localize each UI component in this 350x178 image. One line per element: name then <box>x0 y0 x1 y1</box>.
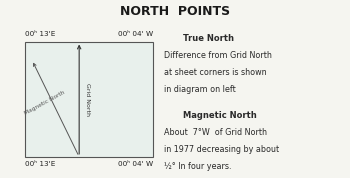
Text: Grid North: Grid North <box>85 83 90 116</box>
FancyBboxPatch shape <box>26 42 153 157</box>
Text: in diagram on left: in diagram on left <box>164 85 236 94</box>
Text: at sheet corners is shown: at sheet corners is shown <box>164 68 267 77</box>
Text: True North: True North <box>183 34 234 43</box>
Text: About  7°W  of Grid North: About 7°W of Grid North <box>164 127 267 137</box>
Text: in 1977 decreasing by about: in 1977 decreasing by about <box>164 145 280 153</box>
Text: 00ʰ 13'E: 00ʰ 13'E <box>26 161 56 167</box>
Text: Magnetic North: Magnetic North <box>183 111 257 120</box>
Text: Difference from Grid North: Difference from Grid North <box>164 51 272 60</box>
Text: 00ʰ 13'E: 00ʰ 13'E <box>26 31 56 37</box>
Text: Magnetic North: Magnetic North <box>24 90 66 116</box>
Text: NORTH  POINTS: NORTH POINTS <box>120 5 230 18</box>
Text: ½° In four years.: ½° In four years. <box>164 161 232 171</box>
Text: 00ʰ 04' W: 00ʰ 04' W <box>118 31 153 37</box>
Text: 00ʰ 04' W: 00ʰ 04' W <box>118 161 153 167</box>
